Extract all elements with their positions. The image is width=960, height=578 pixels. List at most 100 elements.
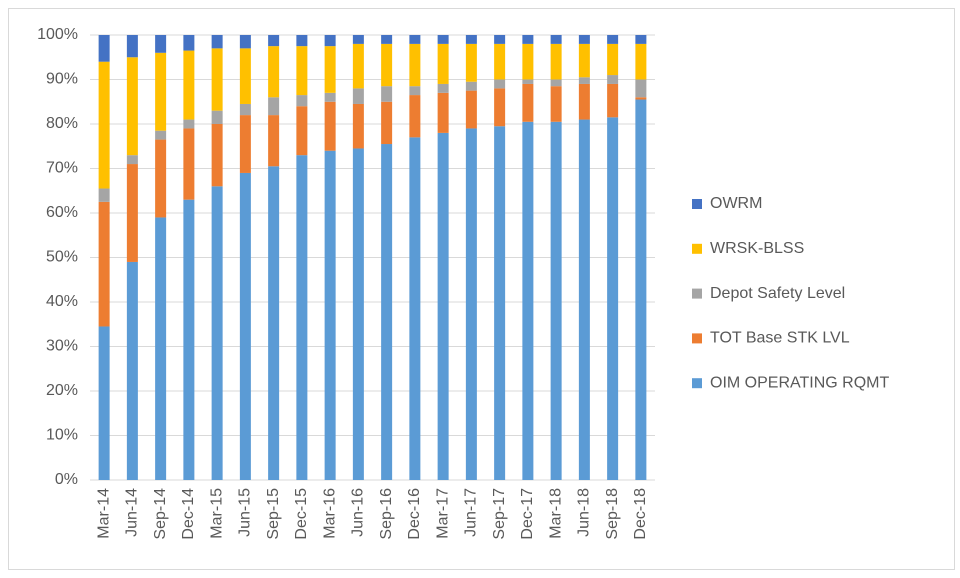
y-tick-label: 30%	[46, 338, 78, 355]
bar-segment	[268, 46, 280, 98]
x-tick-label: Jun-16	[350, 488, 367, 537]
bar-segment	[550, 35, 562, 44]
bar-segment	[126, 155, 138, 165]
bar-segment	[155, 217, 167, 480]
legend-label: TOT Base STK LVL	[710, 330, 850, 347]
bar-segment	[465, 43, 477, 82]
bar-segment	[578, 77, 590, 84]
bar-segment	[522, 35, 534, 44]
x-tick-label: Jun-14	[124, 488, 141, 537]
bar-segment	[98, 326, 110, 480]
y-tick-label: 100%	[37, 26, 78, 43]
bar-segment	[324, 101, 336, 151]
bar-segment	[409, 137, 421, 480]
bar-segment	[126, 261, 138, 480]
bar-segment	[126, 57, 138, 156]
bar-segment	[494, 79, 506, 89]
x-tick-label: Sep-18	[604, 488, 621, 540]
bar-segment	[155, 139, 167, 218]
legend-swatch	[692, 288, 702, 299]
x-tick-label: Dec-15	[293, 488, 310, 540]
y-tick-label: 40%	[46, 293, 78, 310]
bar-segment	[352, 88, 364, 104]
bar-segment	[98, 61, 110, 189]
bar-segment	[324, 150, 336, 480]
bar-segment	[324, 46, 336, 93]
bar-segment	[239, 35, 251, 49]
bar-segment	[239, 48, 251, 104]
bar-segment	[239, 115, 251, 173]
bar-segment	[381, 101, 393, 145]
x-tick-label: Mar-18	[547, 488, 564, 539]
bar-segment	[98, 201, 110, 327]
legend-swatch	[692, 243, 702, 254]
bar-segment	[409, 95, 421, 138]
y-tick-label: 70%	[46, 160, 78, 177]
x-tick-label: Mar-15	[208, 488, 225, 539]
bar-segment	[296, 35, 308, 47]
bar-segment	[183, 199, 195, 480]
bar-segment	[409, 35, 421, 44]
bar-segment	[155, 130, 167, 140]
y-tick-label: 0%	[55, 471, 78, 488]
bar-segment	[211, 110, 223, 124]
legend-label: WRSK-BLSS	[710, 240, 804, 257]
bar-segment	[352, 103, 364, 149]
x-tick-label: Dec-16	[406, 488, 423, 540]
bar-segment	[155, 52, 167, 131]
bar-segment	[324, 92, 336, 102]
bar-segment	[465, 35, 477, 44]
y-tick-label: 10%	[46, 427, 78, 444]
x-tick-label: Dec-17	[519, 488, 536, 540]
x-tick-label: Sep-16	[378, 488, 395, 540]
x-tick-label: Jun-17	[463, 488, 480, 537]
bar-segment	[183, 128, 195, 200]
y-tick-label: 80%	[46, 115, 78, 132]
bar-segment	[522, 121, 534, 481]
bar-segment	[324, 35, 336, 47]
x-tick-label: Jun-18	[576, 488, 593, 537]
bar-segment	[578, 119, 590, 481]
bar-segment	[550, 121, 562, 481]
bar-segment	[635, 43, 647, 80]
bar-segment	[578, 83, 590, 120]
bar-segment	[465, 90, 477, 129]
bar-segment	[296, 155, 308, 480]
bar-segment	[607, 43, 619, 76]
bar-segment	[607, 117, 619, 480]
legend-swatch	[692, 199, 702, 209]
legend-swatch	[692, 333, 702, 344]
bar-segment	[352, 148, 364, 480]
bar-segment	[409, 86, 421, 96]
bar-segment	[381, 43, 393, 87]
bar-segment	[578, 43, 590, 78]
bar-segment	[607, 75, 619, 84]
legend-swatch	[692, 378, 702, 389]
bar-segment	[381, 86, 393, 102]
y-tick-label: 90%	[46, 71, 78, 88]
bar-segment	[268, 35, 280, 47]
bar-segment	[296, 95, 308, 107]
bar-segment	[437, 92, 449, 133]
bar-segment	[239, 172, 251, 480]
bar-segment	[126, 164, 138, 262]
y-tick-label: 60%	[46, 204, 78, 221]
bar-segment	[352, 35, 364, 44]
bar-segment	[494, 43, 506, 80]
bar-segment	[550, 43, 562, 80]
bar-segment	[126, 35, 138, 58]
bar-segment	[607, 35, 619, 44]
y-tick-label: 50%	[46, 249, 78, 266]
bar-segment	[494, 88, 506, 127]
bar-segment	[183, 35, 195, 51]
bar-segment	[268, 115, 280, 167]
bar-segment	[211, 48, 223, 111]
x-tick-label: Sep-15	[265, 488, 282, 540]
x-tick-label: Dec-18	[632, 488, 649, 540]
bar-segment	[635, 35, 647, 44]
bar-segment	[296, 46, 308, 96]
bar-segment	[635, 79, 647, 98]
bar-segment	[578, 35, 590, 44]
bar-segment	[437, 43, 449, 84]
bar-segment	[550, 86, 562, 122]
